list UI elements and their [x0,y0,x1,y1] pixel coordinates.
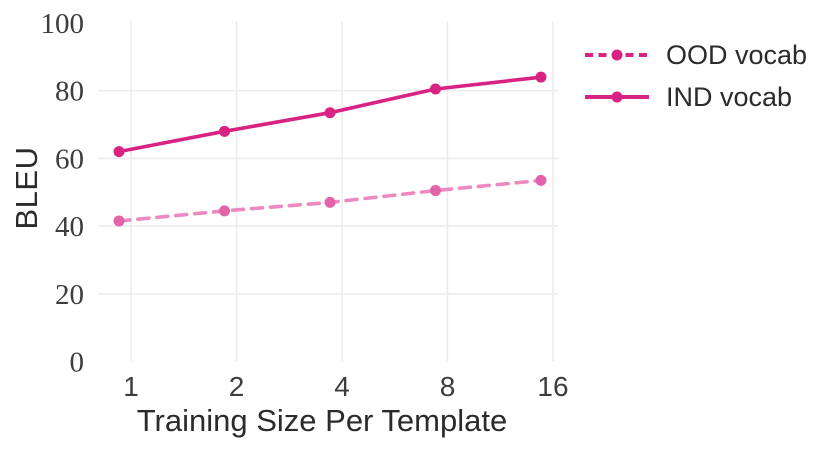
data-point-ind-vocab-x4 [324,107,336,119]
x-tick-label: 1 [123,371,139,402]
x-tick-label: 16 [537,371,568,402]
legend-label-ood-vocab: OOD vocab [666,39,808,70]
x-tick-label: 4 [334,371,350,402]
y-tick-label: 40 [55,211,84,243]
legend: OOD vocab IND vocab [583,39,807,123]
data-point-ind-vocab-x1 [113,146,125,158]
data-point-ind-vocab-x8 [430,83,441,95]
y-tick-label: 0 [70,347,85,379]
y-tick-label: 100 [41,8,85,40]
legend-swatch-solid-line-icon [585,91,649,103]
y-tick-label: 60 [55,143,84,175]
x-axis-title: Training Size Per Template [136,403,508,438]
x-tick-label: 8 [440,371,456,402]
data-point-ind-vocab-x16 [535,71,547,83]
data-point-ood-vocab-x2 [219,205,230,217]
legend-label-ind-vocab: IND vocab [666,81,793,112]
legend-item-ind-vocab: IND vocab [583,81,807,113]
y-tick-label: 80 [55,76,84,108]
data-point-ood-vocab-x4 [324,196,336,208]
data-point-ood-vocab-x1 [113,215,125,227]
x-tick-label: 2 [229,371,245,402]
data-point-ood-vocab-x16 [535,174,547,186]
legend-item-ood-vocab: OOD vocab [583,39,807,71]
legend-swatch-dashed-line-icon [585,49,649,61]
data-point-ind-vocab-x2 [219,125,230,137]
data-point-ood-vocab-x8 [430,185,441,197]
y-tick-label: 20 [55,279,84,311]
y-axis-title: BLEU [9,146,44,230]
